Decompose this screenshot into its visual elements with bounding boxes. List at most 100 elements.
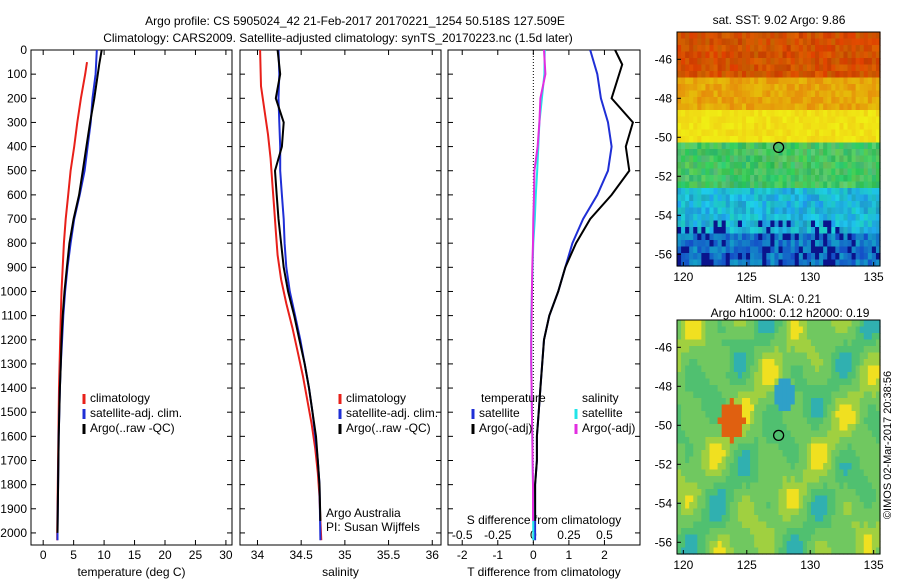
map-cell xyxy=(741,463,747,471)
map-cell xyxy=(701,233,707,241)
map-cell xyxy=(725,214,731,222)
map-cell xyxy=(762,97,767,105)
map-cell xyxy=(839,508,845,516)
map-cell xyxy=(729,220,735,228)
map-cell xyxy=(839,188,845,196)
map-cell xyxy=(847,450,853,458)
map-cell xyxy=(863,476,869,484)
map-cell xyxy=(746,411,751,419)
map-cell xyxy=(733,489,739,497)
map-cell xyxy=(875,469,881,477)
map-cell xyxy=(863,411,869,419)
map-cell xyxy=(871,58,877,66)
map-cell xyxy=(705,155,711,163)
map-cell xyxy=(697,110,702,118)
map-cell xyxy=(693,495,698,503)
map-cell xyxy=(802,32,808,40)
map-cell xyxy=(733,181,739,189)
map-cell xyxy=(689,259,694,267)
map-cell xyxy=(713,168,719,176)
map-cell xyxy=(713,534,719,542)
map-cell xyxy=(746,38,751,46)
map-cell xyxy=(774,326,780,334)
map-cell xyxy=(790,240,796,248)
map-cell xyxy=(689,450,694,458)
map-cell xyxy=(802,456,808,464)
map-cell xyxy=(806,469,812,477)
map-cell xyxy=(746,495,751,503)
map-cell xyxy=(762,320,767,328)
map-cell xyxy=(843,71,849,79)
map-cell xyxy=(835,220,840,228)
map-cell xyxy=(875,450,881,458)
map-cell xyxy=(782,51,788,59)
map-cell xyxy=(851,71,857,79)
map-cell xyxy=(778,404,784,412)
map-cell xyxy=(855,84,861,92)
map-cell xyxy=(827,38,832,46)
map-cell xyxy=(843,90,849,98)
map-cell xyxy=(709,168,715,176)
map-cell xyxy=(741,168,747,176)
map-cell xyxy=(737,437,743,445)
map-cell xyxy=(741,149,747,157)
map-cell xyxy=(871,214,877,222)
map-cell xyxy=(875,333,881,341)
map-cell xyxy=(689,97,694,105)
map-cell xyxy=(831,175,836,183)
map-cell xyxy=(741,508,747,516)
map-cell xyxy=(713,495,719,503)
legend-label: Argo(-adj) xyxy=(582,421,635,435)
map-cell xyxy=(819,103,824,111)
map-cell xyxy=(750,259,755,267)
map-cell xyxy=(851,502,857,510)
map-cell xyxy=(827,188,832,196)
map-cell xyxy=(823,339,828,347)
map-cell xyxy=(875,463,881,471)
map-cell xyxy=(721,58,727,66)
map-cell xyxy=(855,495,861,503)
map-cell xyxy=(746,90,751,98)
map-cell xyxy=(713,259,719,267)
map-cell xyxy=(737,71,743,79)
map-cell xyxy=(859,207,865,215)
figure-title-line1: Argo profile: CS 5905024_42 21-Feb-2017 … xyxy=(145,14,565,28)
map-cell xyxy=(774,58,780,66)
map-cell xyxy=(750,97,755,105)
map-cell xyxy=(750,32,755,40)
map-cell xyxy=(794,547,800,555)
map-cell xyxy=(863,333,869,341)
map-cell xyxy=(867,547,873,555)
map-cell xyxy=(762,240,767,248)
map-cell xyxy=(847,233,853,241)
map-cell xyxy=(847,129,853,137)
map-cell xyxy=(729,456,735,464)
map-cell xyxy=(839,142,845,150)
map-cell xyxy=(754,333,759,341)
map-cell xyxy=(790,476,796,484)
map-cell xyxy=(774,253,780,261)
map-cell xyxy=(717,411,723,419)
map-cell xyxy=(746,136,751,144)
map-cell xyxy=(871,259,877,267)
map-cell xyxy=(867,339,873,347)
map-cell xyxy=(741,71,747,79)
map-cell xyxy=(839,71,845,79)
map-cell xyxy=(867,116,873,124)
map-cell xyxy=(754,391,759,399)
map-cell xyxy=(721,201,727,209)
map-cell xyxy=(741,233,747,241)
map-cell xyxy=(697,175,702,183)
map-cell xyxy=(810,233,816,241)
map-cell xyxy=(733,38,739,46)
map-cell xyxy=(713,97,719,105)
map-cell xyxy=(810,175,816,183)
map-cell xyxy=(754,220,759,228)
map-frame xyxy=(676,319,881,555)
map-cell xyxy=(847,456,853,464)
y-tick-label: 600 xyxy=(7,188,27,202)
map-cell xyxy=(709,188,715,196)
map-cell xyxy=(827,32,832,40)
map-cell xyxy=(693,320,698,328)
map-cell xyxy=(831,103,836,111)
